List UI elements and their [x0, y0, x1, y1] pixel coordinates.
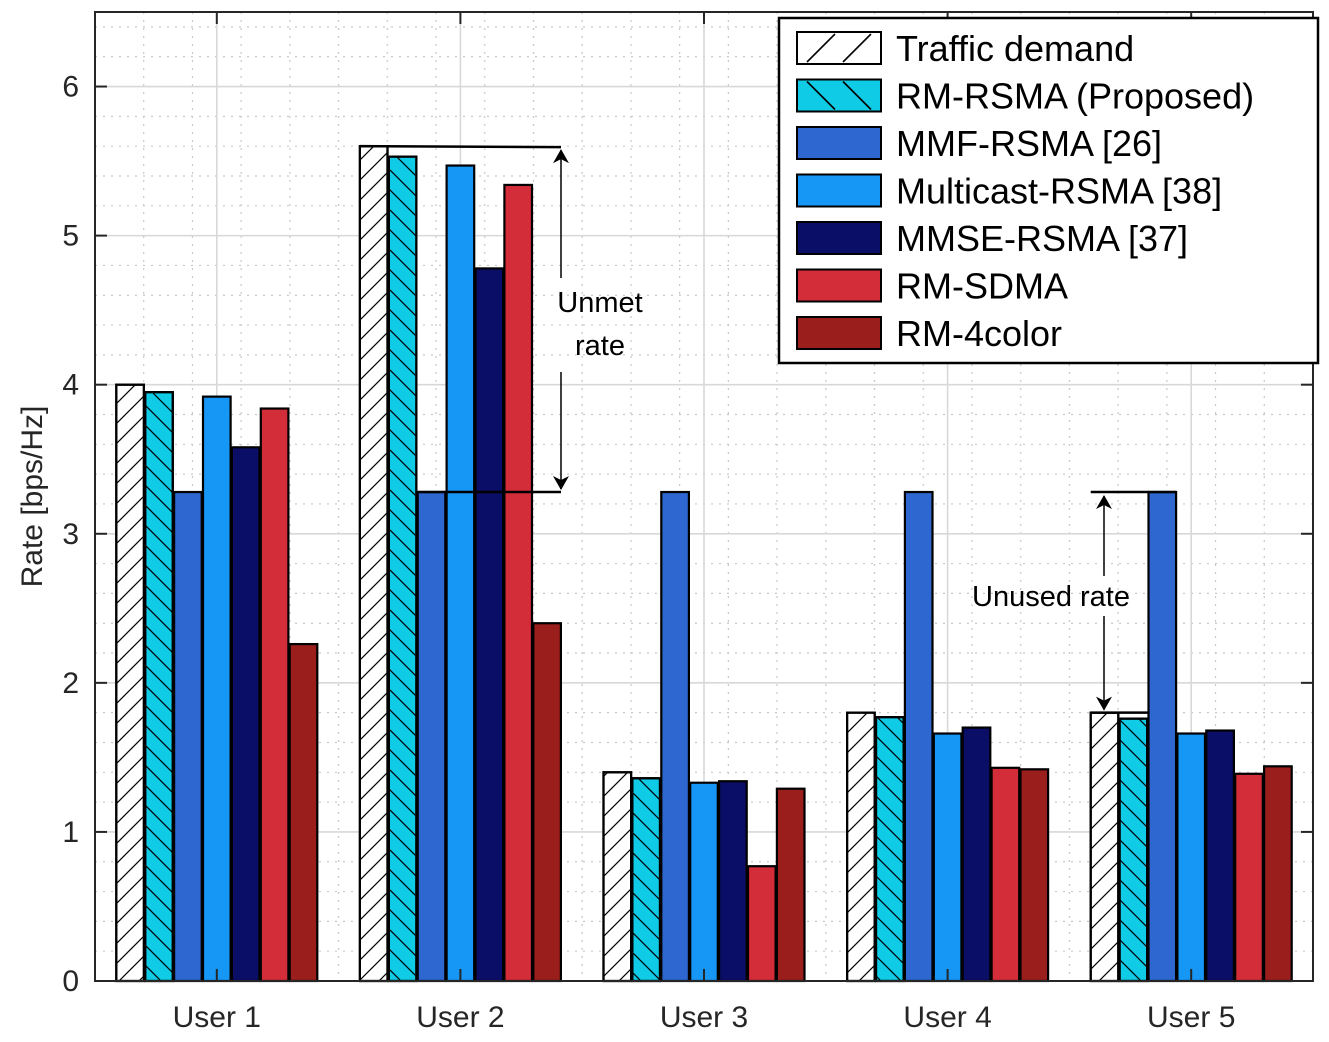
bar-hatch-traffic-demand-user-2	[358, 145, 389, 983]
unused-label: Unused rate	[972, 581, 1130, 613]
legend-swatch-hatch	[806, 33, 836, 63]
bar-hatch-rm-rsma-proposed--user-2	[387, 155, 418, 983]
legend-label: Traffic demand	[896, 28, 1134, 69]
unmet-label: rate	[575, 330, 625, 362]
bar-hatch-rm-rsma-proposed--user-4	[874, 716, 905, 983]
bar-multicast-rsma-38--user-2	[445, 164, 476, 983]
annotations: Unmet rate Unused rate	[359, 144, 1177, 714]
legend: Traffic demand RM-RSMA (Proposed) MMF-RSMA…	[777, 16, 1320, 365]
y-tick-label: 6	[62, 71, 79, 104]
legend-label: MMSE-RSMA [37]	[896, 218, 1188, 259]
bar-rm-sdma-user-5	[1234, 772, 1264, 983]
bar-mmse-rsma-37--user-1	[230, 446, 261, 983]
legend-swatch-hatch	[842, 33, 872, 63]
legend-swatch	[796, 221, 882, 255]
bars	[115, 145, 1293, 983]
bar-hatch-rm-rsma-proposed--user-1	[144, 391, 174, 983]
unmet-top-line	[359, 144, 562, 149]
legend-label: RM-RSMA (Proposed)	[896, 76, 1254, 117]
bar-multicast-rsma-38--user-5	[1176, 732, 1207, 983]
legend-swatch-hatch	[842, 80, 872, 111]
bar-mmf-rsma-26--user-5	[1147, 490, 1178, 983]
y-tick-label: 5	[62, 220, 79, 253]
bar-mmse-rsma-37--user-3	[717, 780, 748, 983]
bar-rm-4color-user-3	[775, 787, 806, 983]
bar-rm-sdma-user-1	[259, 407, 290, 983]
legend-swatch	[796, 173, 882, 208]
legend-label: MMF-RSMA [26]	[896, 123, 1162, 164]
x-tick-label: User 2	[416, 1001, 504, 1034]
bar-rm-sdma-user-3	[746, 865, 777, 983]
y-tick-label: 3	[62, 518, 79, 551]
unmet-label: Unmet	[557, 287, 642, 319]
bar-rm-4color-user-4	[1019, 768, 1050, 983]
y-tick-label: 2	[62, 667, 79, 700]
legend-swatch-hatch	[806, 80, 836, 111]
legend-swatch	[796, 268, 882, 303]
legend-swatch	[796, 316, 882, 350]
legend-label: RM-SDMA	[896, 266, 1068, 307]
bar-hatch-traffic-demand-user-1	[115, 383, 146, 983]
bar-multicast-rsma-38--user-1	[201, 395, 232, 983]
legend-swatch	[796, 126, 882, 160]
x-tick-label: User 4	[903, 1001, 991, 1034]
x-tick-label: User 3	[660, 1001, 748, 1034]
bar-rm-4color-user-1	[288, 642, 319, 983]
bar-multicast-rsma-38--user-4	[932, 732, 963, 983]
bar-mmf-rsma-26--user-4	[903, 490, 934, 983]
legend-label: Multicast-RSMA [38]	[896, 171, 1222, 212]
bar-rm-4color-user-2	[532, 622, 562, 983]
y-axis-label: Rate [bps/Hz]	[16, 406, 49, 588]
bar-hatch-traffic-demand-user-4	[845, 711, 876, 983]
x-tick-label: User 5	[1147, 1001, 1235, 1034]
x-tick-label: User 1	[173, 1001, 261, 1034]
y-tick-label: 1	[62, 816, 79, 849]
bar-mmf-rsma-26--user-2	[416, 490, 447, 983]
y-tick-label: 0	[62, 965, 79, 998]
bar-multicast-rsma-38--user-3	[689, 781, 719, 983]
bar-rm-sdma-user-4	[990, 766, 1021, 983]
bar-hatch-rm-rsma-proposed--user-5	[1118, 717, 1149, 983]
bar-rm-4color-user-5	[1262, 765, 1293, 983]
bar-hatch-traffic-demand-user-5	[1089, 711, 1120, 983]
bar-mmse-rsma-37--user-5	[1205, 729, 1236, 983]
bar-hatch-traffic-demand-user-3	[602, 771, 633, 983]
axes: 0 1 2 3 4 5 6 User 1 User 2 User 3 User 4 User 5 Rat…	[16, 11, 1314, 1034]
bar-rm-sdma-user-2	[503, 183, 534, 983]
bar-hatch-rm-rsma-proposed--user-3	[631, 777, 662, 983]
bar-mmse-rsma-37--user-4	[961, 726, 992, 983]
bar-mmf-rsma-26--user-3	[660, 490, 690, 983]
legend-label: RM-4color	[896, 313, 1062, 354]
bar-mmf-rsma-26--user-1	[173, 490, 203, 983]
bar-mmse-rsma-37--user-2	[474, 267, 505, 983]
y-tick-label: 4	[62, 369, 79, 402]
